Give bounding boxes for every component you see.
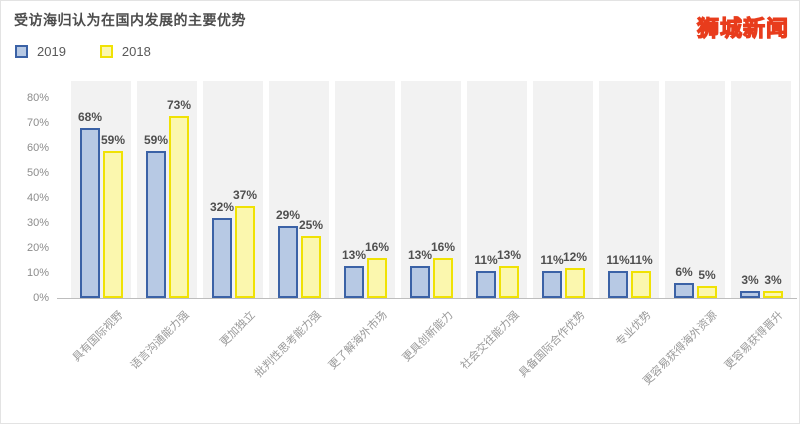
grid-band bbox=[665, 81, 725, 298]
bar-value-label: 11% bbox=[606, 252, 630, 267]
bar-value-label: 16% bbox=[364, 240, 390, 254]
bar-2019 bbox=[212, 218, 232, 298]
bar-value-label: 59% bbox=[143, 132, 169, 147]
x-axis-label: 更容易获得晋升 bbox=[722, 309, 786, 373]
y-axis-tick: 80% bbox=[26, 92, 49, 104]
bar-value-label: 13% bbox=[407, 247, 433, 262]
bar-2018 bbox=[301, 235, 321, 298]
chart-title: 受访海归认为在国内发展的主要优势 bbox=[14, 12, 246, 28]
axis-baseline bbox=[57, 298, 797, 299]
grid-band bbox=[599, 81, 659, 298]
bar-value-label: 3% bbox=[764, 272, 782, 287]
x-axis-label: 更加独立 bbox=[218, 309, 258, 349]
bar-value-label: 11% bbox=[629, 252, 653, 267]
x-axis-label: 语言沟通能力强 bbox=[128, 309, 192, 373]
bar-value-label: 11% bbox=[474, 252, 498, 267]
bar-value-label: 25% bbox=[298, 217, 324, 232]
bar-value-label: 12% bbox=[562, 250, 588, 264]
bar-value-label: 16% bbox=[430, 240, 456, 254]
bar-value-label: 3% bbox=[741, 272, 759, 287]
legend: 2019 2018 bbox=[15, 44, 151, 59]
x-axis-label: 具备国际合作优势 bbox=[516, 309, 588, 380]
y-axis-tick: 70% bbox=[26, 117, 49, 129]
y-axis-tick: 20% bbox=[26, 242, 49, 254]
grid-band bbox=[467, 81, 527, 298]
bar-2019 bbox=[146, 150, 166, 298]
legend-label-2018: 2018 bbox=[121, 44, 151, 59]
bar-2018 bbox=[631, 270, 651, 298]
legend-swatch-2018 bbox=[99, 45, 113, 58]
bar-2019 bbox=[608, 270, 628, 298]
legend-label-2019: 2019 bbox=[37, 44, 66, 59]
bar-2018 bbox=[103, 150, 123, 298]
bar-2019 bbox=[740, 290, 760, 298]
legend-item-2019: 2019 bbox=[15, 44, 66, 59]
legend-swatch-2019 bbox=[15, 45, 28, 58]
watermark-logo: 狮城新闻 bbox=[696, 15, 789, 41]
bar-2019 bbox=[542, 270, 562, 298]
x-axis-label: 批判性思考能力强 bbox=[252, 309, 324, 380]
bar-2018 bbox=[433, 258, 453, 298]
bar-value-label: 6% bbox=[675, 265, 693, 279]
bar-value-label: 37% bbox=[232, 187, 258, 202]
y-axis-tick: 30% bbox=[26, 217, 49, 229]
bar-value-label: 5% bbox=[698, 267, 716, 282]
x-axis-label: 专业优势 bbox=[614, 309, 654, 349]
bar-2019 bbox=[80, 128, 100, 298]
bar-2018 bbox=[235, 205, 255, 298]
y-axis-tick: 40% bbox=[26, 192, 49, 204]
x-axis-label: 更了解海外市场 bbox=[326, 309, 390, 373]
bar-2018 bbox=[367, 258, 387, 298]
bar-2018 bbox=[499, 265, 519, 298]
bar-2019 bbox=[674, 283, 694, 298]
bar-value-label: 32% bbox=[209, 200, 235, 214]
grid-band bbox=[533, 81, 593, 298]
bar-2019 bbox=[476, 270, 496, 298]
x-axis-label: 更具创新能力 bbox=[400, 309, 456, 365]
bar-value-label: 59% bbox=[100, 132, 126, 147]
bar-2019 bbox=[410, 265, 430, 298]
y-axis-tick: 50% bbox=[26, 167, 49, 179]
y-axis-tick: 60% bbox=[26, 142, 49, 154]
bar-2018 bbox=[565, 268, 585, 298]
x-axis-label: 具有国际视野 bbox=[70, 309, 126, 365]
bar-2019 bbox=[278, 225, 298, 298]
bar-2018 bbox=[697, 285, 717, 298]
grid-band bbox=[731, 81, 791, 298]
legend-item-2018: 2018 bbox=[99, 44, 151, 59]
bar-value-label: 13% bbox=[496, 247, 522, 262]
bar-2018 bbox=[763, 290, 783, 298]
bar-2019 bbox=[344, 265, 364, 298]
bar-value-label: 11% bbox=[540, 252, 564, 267]
bar-value-label: 13% bbox=[341, 247, 367, 262]
bar-2018 bbox=[169, 115, 189, 298]
bar-value-label: 73% bbox=[166, 97, 192, 112]
bar-value-label: 68% bbox=[77, 110, 103, 124]
y-axis-tick: 0% bbox=[33, 292, 49, 304]
y-axis-tick: 10% bbox=[26, 267, 49, 279]
bar-value-label: 29% bbox=[275, 207, 301, 222]
x-axis-label: 社会交往能力强 bbox=[458, 309, 522, 373]
